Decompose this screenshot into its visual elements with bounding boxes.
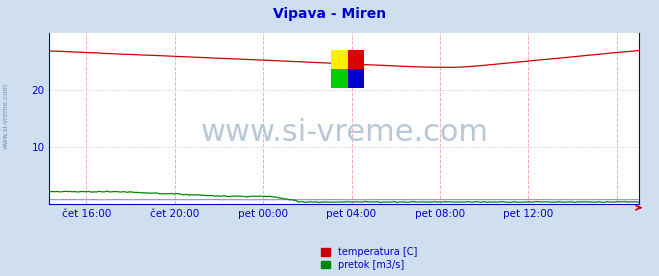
Text: www.si-vreme.com: www.si-vreme.com <box>200 118 488 147</box>
Bar <box>331 69 348 88</box>
Bar <box>348 69 364 88</box>
Legend: temperatura [C], pretok [m3/s]: temperatura [C], pretok [m3/s] <box>320 247 418 270</box>
Text: Vipava - Miren: Vipava - Miren <box>273 7 386 21</box>
Bar <box>348 50 364 69</box>
Text: www.si-vreme.com: www.si-vreme.com <box>2 83 9 149</box>
Bar <box>331 50 348 69</box>
